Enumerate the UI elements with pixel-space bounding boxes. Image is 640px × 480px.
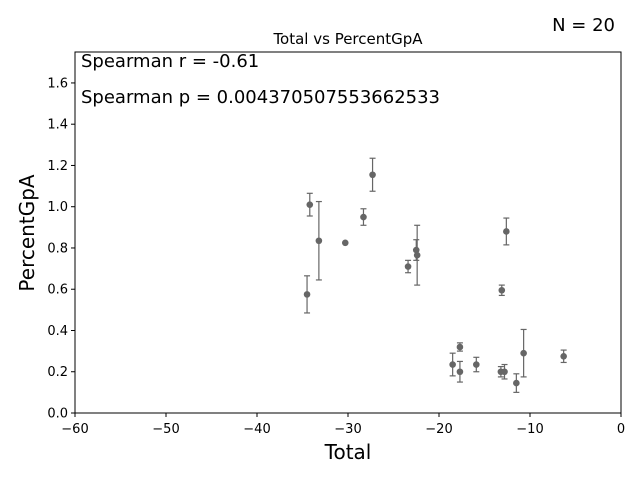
data-point: [456, 368, 464, 376]
y-tick-label: 0.2: [47, 365, 68, 380]
data-point: [503, 228, 510, 235]
data-point-group: [413, 224, 421, 286]
y-axis-label: PercentGpA: [15, 174, 39, 291]
data-point: [306, 201, 314, 208]
y-tick-label: 1.2: [47, 159, 68, 174]
axes: −60 −50 −40 −30 −20 −10 0 0.0 0.2 0.4 0.6 0.8 1.0 1.2…: [47, 51, 625, 437]
data-point-group: [303, 275, 311, 314]
x-axis-label: Total: [324, 440, 372, 464]
data-point-group: [306, 192, 314, 217]
x-tick-label: −10: [516, 422, 543, 437]
y-tick-label: 0.8: [47, 241, 68, 256]
x-tick-label: −60: [61, 422, 88, 437]
data-point: [404, 263, 412, 270]
data-point-group: [456, 342, 464, 352]
data-point: [341, 239, 349, 247]
data-point-group: [520, 328, 527, 378]
y-tick-label: 1.4: [47, 118, 68, 133]
x-tick-label: −30: [334, 422, 361, 437]
data-point-group: [498, 284, 506, 297]
n-annotation: N = 20: [552, 15, 615, 36]
data-point-group: [341, 239, 349, 247]
data-point: [501, 368, 508, 376]
data-point-group: [360, 208, 367, 226]
data-point: [369, 171, 376, 179]
x-tick-label: 0: [617, 422, 625, 437]
spearman-p-annotation: Spearman p = 0.004370507553662533: [81, 87, 440, 108]
spearman-r-annotation: Spearman r = -0.61: [81, 51, 259, 72]
data-point-group: [501, 363, 508, 380]
data-point: [449, 361, 456, 368]
y-tick-label: 0.4: [47, 324, 68, 339]
data-points: [303, 157, 567, 393]
y-tick-label: 0.6: [47, 283, 68, 298]
data-point-group: [513, 373, 520, 393]
data-point-group: [369, 157, 376, 192]
y-tick-label: 1.6: [47, 76, 68, 91]
data-point-group: [503, 217, 510, 246]
data-point-group: [449, 352, 456, 377]
data-point: [513, 379, 520, 387]
data-point: [303, 291, 311, 298]
data-point: [413, 251, 421, 259]
data-point: [560, 352, 567, 360]
data-point-group: [473, 356, 480, 373]
data-point: [520, 349, 527, 357]
data-point: [498, 286, 506, 294]
data-point-group: [404, 259, 412, 274]
data-point: [412, 246, 420, 254]
chart-title: Total vs PercentGpA: [272, 30, 423, 48]
data-point: [473, 361, 480, 368]
y-tick-label: 0.0: [47, 407, 68, 422]
data-point: [315, 237, 323, 245]
x-tick-label: −20: [425, 422, 452, 437]
data-point-group: [456, 360, 464, 383]
y-tick-label: 1.0: [47, 200, 68, 215]
x-tick-label: −40: [243, 422, 270, 437]
data-point: [456, 343, 464, 351]
data-point: [360, 213, 367, 221]
x-tick-label: −50: [152, 422, 179, 437]
data-point-group: [315, 200, 323, 281]
data-point-group: [560, 349, 567, 364]
